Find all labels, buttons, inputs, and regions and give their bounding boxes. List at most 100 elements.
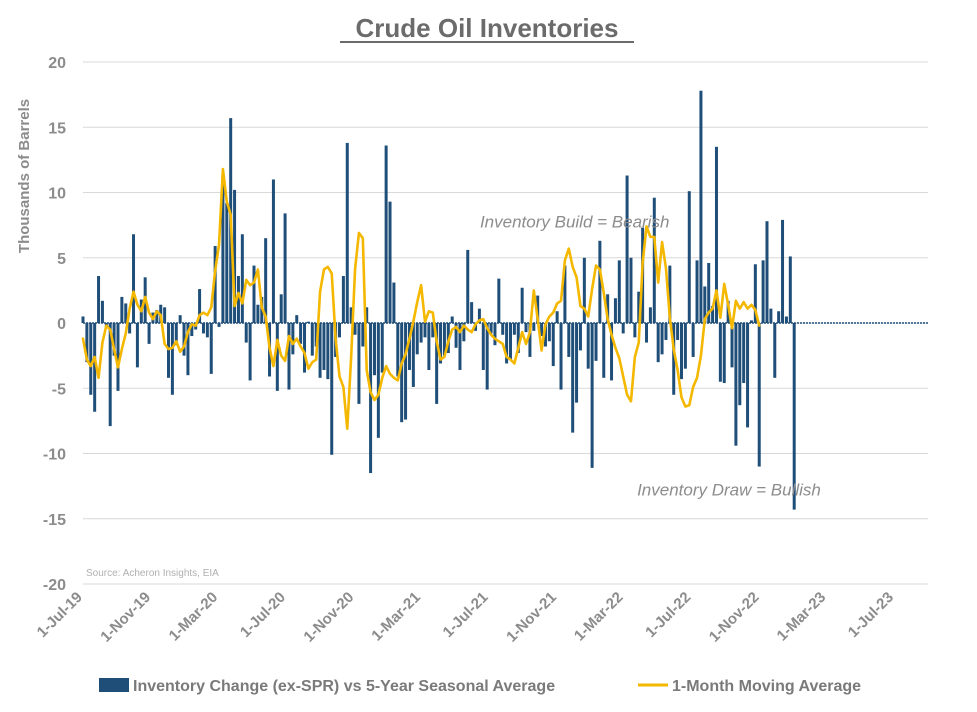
inventory-bar: [489, 323, 493, 334]
inventory-bar: [310, 323, 314, 356]
x-tick-label: 1-Nov-22: [706, 589, 763, 646]
inventory-bar: [676, 323, 680, 340]
y-axis-label: Thousands of Barrels: [16, 99, 33, 253]
legend-bar-label: Inventory Change (ex-SPR) vs 5-Year Seas…: [133, 678, 555, 695]
inventory-bar: [501, 323, 505, 335]
inventory-bar: [477, 308, 481, 323]
inventory-bar: [81, 316, 85, 323]
inventory-bar: [108, 323, 112, 427]
inventory-bar: [124, 303, 128, 323]
inventory-bar: [380, 323, 384, 373]
inventory-bar: [571, 323, 575, 433]
inventory-bar: [174, 323, 178, 346]
inventory-bar: [167, 323, 170, 378]
inventory-bar: [120, 296, 124, 323]
inventory-bar: [520, 287, 524, 323]
inventory-bar: [236, 276, 240, 323]
inventory-bar: [271, 179, 275, 323]
inventory-bar: [205, 323, 209, 338]
inventory-bar: [439, 323, 443, 364]
inventory-bar: [466, 249, 470, 323]
x-axis-ticks: 1-Jul-19 1-Nov-19 1-Mar-20 1-Jul-20 1-Nov-20…: [34, 589, 897, 646]
inventory-bar: [423, 323, 427, 338]
inventory-bar: [769, 308, 773, 323]
inventory-bar: [163, 307, 167, 323]
y-tick-label: 10: [48, 186, 66, 203]
inventory-bar: [512, 323, 516, 335]
inventory-bar: [361, 323, 365, 347]
inventory-bar: [303, 323, 307, 373]
inventory-bar: [707, 262, 711, 323]
inventory-bar: [610, 323, 614, 381]
inventory-bar: [664, 323, 668, 340]
x-tick-label: 1-Jul-19: [34, 589, 86, 641]
inventory-bar: [299, 323, 303, 344]
inventory-bar: [652, 197, 656, 323]
inventory-bar: [240, 234, 244, 323]
inventory-bar: [170, 323, 174, 395]
inventory-bar: [485, 323, 489, 390]
inventory-bar: [746, 323, 750, 428]
inventory-bar: [213, 246, 217, 323]
inventory-bar: [738, 323, 742, 406]
inventory-bar: [264, 238, 268, 323]
inventory-bar: [493, 323, 497, 346]
y-tick-label: -10: [43, 447, 66, 464]
inventory-bar: [209, 323, 213, 374]
inventory-bar: [201, 323, 205, 334]
inventory-bar: [112, 323, 116, 356]
legend: Inventory Change (ex-SPR) vs 5-Year Seas…: [99, 678, 861, 695]
inventory-bar: [435, 323, 439, 404]
inventory-bar: [128, 323, 132, 334]
inventory-bar: [714, 146, 718, 323]
inventory-bar: [314, 323, 318, 347]
inventory-bar: [711, 306, 715, 323]
inventory-bar: [734, 323, 738, 446]
y-tick-label: 5: [57, 251, 66, 268]
inventory-bar: [509, 323, 512, 360]
inventory-bar: [244, 323, 248, 343]
x-tick-label: 1-Mar-20: [166, 589, 222, 645]
inventory-bar: [781, 219, 785, 323]
bar-series: [81, 90, 796, 510]
inventory-bar: [757, 323, 761, 467]
inventory-bar: [742, 323, 746, 384]
inventory-bar: [777, 311, 781, 323]
inventory-bar: [182, 323, 186, 356]
inventory-bar: [703, 286, 707, 323]
legend-bar-swatch: [99, 678, 129, 692]
inventory-bar: [345, 142, 349, 323]
y-tick-label: -15: [43, 512, 66, 529]
inventory-bar: [687, 191, 691, 323]
inventory-bar: [532, 323, 536, 331]
inventory-bar: [338, 323, 341, 338]
x-tick-label: 1-Mar-22: [571, 589, 627, 645]
inventory-bar: [349, 307, 353, 323]
inventory-bar: [699, 90, 703, 324]
inventory-bar: [427, 323, 431, 370]
x-tick-label: 1-Mar-23: [774, 589, 830, 645]
inventory-bar: [788, 256, 792, 323]
inventory-bar: [411, 323, 415, 387]
inventory-bar: [419, 323, 423, 343]
inventory-bar: [178, 315, 182, 323]
inventory-bar: [233, 189, 237, 323]
inventory-bar: [404, 323, 408, 420]
inventory-bar: [505, 323, 509, 364]
inventory-bar: [392, 282, 396, 323]
inventory-bar: [590, 323, 594, 468]
inventory-bar: [629, 257, 633, 323]
annotations: Inventory Build = Bearish Inventory Draw …: [480, 213, 821, 500]
inventory-bar: [190, 323, 194, 337]
inventory-bar: [147, 323, 151, 344]
inventory-bar: [407, 323, 411, 370]
inventory-bar: [198, 289, 202, 323]
inventory-bar: [415, 323, 419, 355]
inventory-bar: [135, 323, 139, 368]
inventory-bar: [567, 323, 571, 357]
x-tick-label: 1-Jul-20: [237, 589, 289, 641]
inventory-bar: [330, 323, 334, 455]
inventory-bar: [594, 323, 598, 361]
inventory-bar: [318, 323, 322, 378]
inventory-bar: [89, 323, 93, 395]
